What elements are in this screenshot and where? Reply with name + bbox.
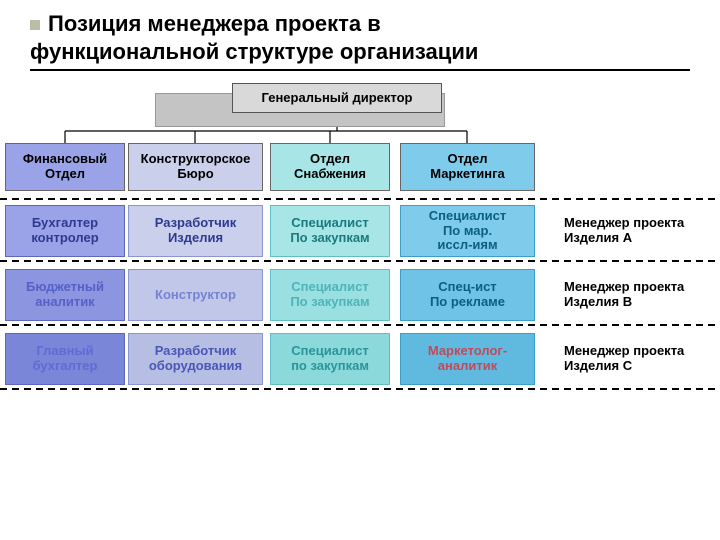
column-header-3: Отдел Маркетинга: [400, 143, 535, 191]
column-header-2: Отдел Снабжения: [270, 143, 390, 191]
column-header-0: Финансовый Отдел: [5, 143, 125, 191]
column-header-1: Конструкторское Бюро: [128, 143, 263, 191]
director-label: Генеральный директор: [262, 91, 413, 106]
cell-3-0: Специалист По мар. иссл-иям: [400, 205, 535, 257]
cell-0-2: Главный бухгалтер: [5, 333, 125, 385]
cell-2-1: Специалист По закупкам: [270, 269, 390, 321]
cell-4-0: Менеджер проекта Изделия А: [560, 205, 720, 257]
title-bullet-icon: [30, 20, 40, 30]
cell-2-2: Специалист по закупкам: [270, 333, 390, 385]
cell-2-0: Специалист По закупкам: [270, 205, 390, 257]
cell-0-1: Бюджетный аналитик: [5, 269, 125, 321]
cell-4-1: Менеджер проекта Изделия В: [560, 269, 720, 321]
director-box: Генеральный директор: [232, 83, 442, 113]
cell-4-2: Менеджер проекта Изделия С: [560, 333, 720, 385]
cell-3-1: Спец-ист По рекламе: [400, 269, 535, 321]
slide-title-area: Позиция менеджера проекта в функциональн…: [0, 0, 720, 79]
slide-title: Позиция менеджера проекта в функциональн…: [30, 10, 690, 71]
cell-1-0: Разработчик Изделия: [128, 205, 263, 257]
cell-0-0: Бухгалтер контролер: [5, 205, 125, 257]
title-line-2: функциональной структуре организации: [30, 39, 478, 64]
cell-1-1: Конструктор: [128, 269, 263, 321]
cell-1-2: Разработчик оборудования: [128, 333, 263, 385]
cell-3-2: Маркетолог- аналитик: [400, 333, 535, 385]
title-line-1: Позиция менеджера проекта в: [48, 11, 381, 36]
